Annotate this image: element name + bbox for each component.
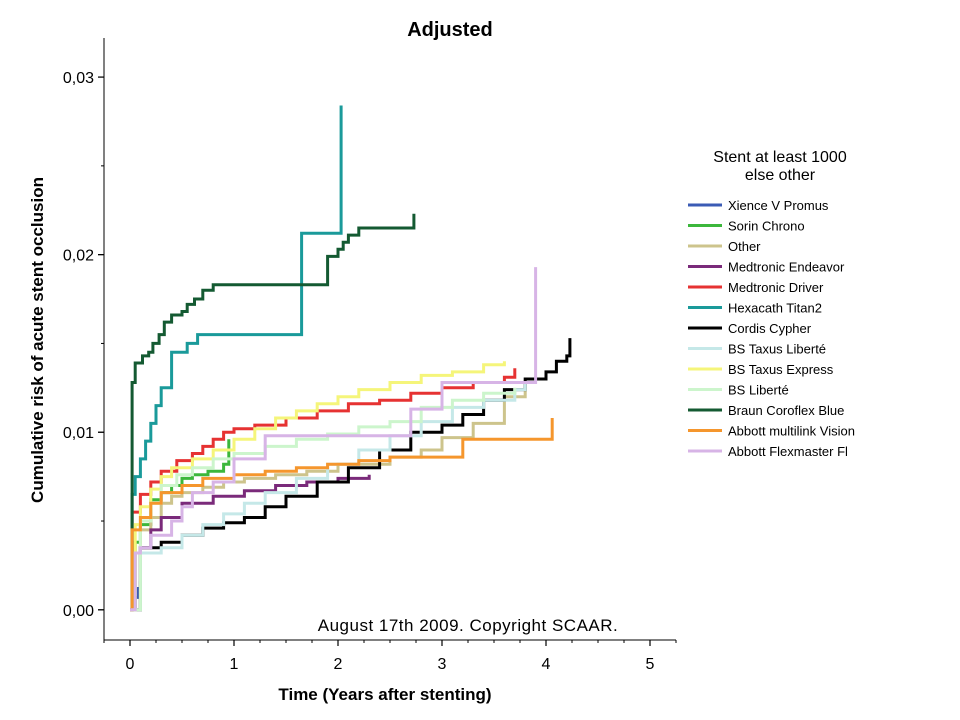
series-line-11 xyxy=(130,418,554,612)
legend: Stent at least 1000 else other Xience V … xyxy=(688,149,855,459)
x-axis-label: Time (Years after stenting) xyxy=(278,685,491,704)
series-line-5 xyxy=(130,105,343,612)
legend-label: BS Taxus Liberté xyxy=(728,342,826,357)
legend-label: Medtronic Driver xyxy=(728,280,824,295)
series-line-2 xyxy=(130,382,527,612)
axes: 0,00 0,01 0,02 0,03 0 1 2 3 4 5 xyxy=(63,38,677,673)
x-tick-label: 2 xyxy=(334,656,343,673)
y-tick-label: 0,03 xyxy=(63,70,94,87)
legend-label: Medtronic Endeavor xyxy=(728,260,845,275)
y-axis-label: Cumulative risk of acute stent occlusion xyxy=(28,177,47,503)
plot-area xyxy=(130,105,572,612)
legend-label: Abbott multilink Vision xyxy=(728,424,855,439)
series-line-8 xyxy=(130,361,506,612)
series-line-10 xyxy=(130,213,416,612)
x-tick-label: 0 xyxy=(126,656,135,673)
y-tick-label: 0,01 xyxy=(63,425,94,442)
copyright-annotation: August 17th 2009. Copyright SCAAR. xyxy=(318,616,619,635)
legend-label: Xience V Promus xyxy=(728,198,829,213)
series-line-12 xyxy=(130,267,538,612)
legend-label: Sorin Chrono xyxy=(728,219,805,234)
legend-label: Braun Coroflex Blue xyxy=(728,403,844,418)
x-tick-label: 5 xyxy=(646,656,655,673)
y-tick-label: 0,02 xyxy=(63,248,94,265)
legend-label: Hexacath Titan2 xyxy=(728,301,822,316)
x-tick-label: 4 xyxy=(542,656,551,673)
legend-label: Cordis Cypher xyxy=(728,321,812,336)
legend-label: BS Liberté xyxy=(728,383,789,398)
legend-label: BS Taxus Express xyxy=(728,362,834,377)
series-line-9 xyxy=(130,387,517,612)
legend-title-line1: Stent at least 1000 xyxy=(713,149,847,166)
x-tick-label: 1 xyxy=(230,656,239,673)
legend-label: Abbott Flexmaster Fl xyxy=(728,444,848,459)
legend-label: Other xyxy=(728,239,761,254)
x-tick-label: 3 xyxy=(438,656,447,673)
y-tick-label: 0,00 xyxy=(63,603,94,620)
chart-title: Adjusted xyxy=(407,19,493,41)
legend-title-line2: else other xyxy=(745,167,816,184)
series-line-7 xyxy=(130,382,527,612)
